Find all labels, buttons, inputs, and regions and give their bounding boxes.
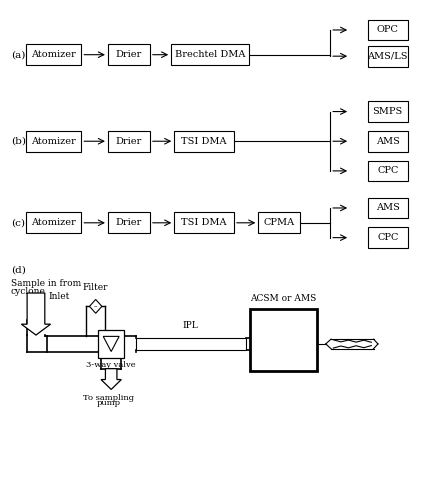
FancyBboxPatch shape bbox=[368, 101, 408, 122]
Text: TSI DMA: TSI DMA bbox=[181, 136, 227, 145]
Bar bbox=[135, 338, 246, 350]
FancyBboxPatch shape bbox=[368, 20, 408, 40]
FancyBboxPatch shape bbox=[171, 44, 249, 65]
Text: TSI DMA: TSI DMA bbox=[181, 218, 227, 228]
Text: SMPS: SMPS bbox=[373, 107, 403, 116]
FancyBboxPatch shape bbox=[368, 160, 408, 182]
FancyBboxPatch shape bbox=[26, 131, 81, 152]
Text: (b): (b) bbox=[11, 136, 26, 145]
Text: cyclone: cyclone bbox=[11, 287, 46, 296]
Text: Brechtel DMA: Brechtel DMA bbox=[175, 50, 245, 59]
FancyBboxPatch shape bbox=[258, 212, 300, 233]
Text: To sampling: To sampling bbox=[83, 394, 134, 402]
FancyBboxPatch shape bbox=[368, 228, 408, 248]
Polygon shape bbox=[101, 368, 121, 390]
Text: Drier: Drier bbox=[116, 136, 142, 145]
Text: Drier: Drier bbox=[116, 50, 142, 59]
Text: (d): (d) bbox=[11, 266, 26, 274]
Text: OPC: OPC bbox=[377, 26, 399, 35]
Text: AMS/LS: AMS/LS bbox=[367, 52, 408, 60]
Text: ACSM or AMS: ACSM or AMS bbox=[250, 294, 316, 304]
Text: (c): (c) bbox=[11, 218, 25, 228]
FancyBboxPatch shape bbox=[368, 198, 408, 218]
Text: Atomizer: Atomizer bbox=[31, 218, 76, 228]
FancyBboxPatch shape bbox=[368, 131, 408, 152]
Text: CPC: CPC bbox=[377, 166, 398, 175]
Text: –: – bbox=[94, 304, 98, 310]
FancyBboxPatch shape bbox=[108, 44, 150, 65]
Text: CPC: CPC bbox=[377, 233, 398, 242]
FancyBboxPatch shape bbox=[174, 131, 234, 152]
Text: IPL: IPL bbox=[183, 321, 199, 330]
Text: Drier: Drier bbox=[116, 218, 142, 228]
Text: Inlet: Inlet bbox=[48, 292, 70, 302]
Text: Atomizer: Atomizer bbox=[31, 50, 76, 59]
FancyBboxPatch shape bbox=[108, 212, 150, 233]
Text: CPMA: CPMA bbox=[264, 218, 295, 228]
FancyBboxPatch shape bbox=[26, 212, 81, 233]
Polygon shape bbox=[90, 300, 102, 314]
Text: AMS: AMS bbox=[376, 136, 400, 145]
FancyBboxPatch shape bbox=[108, 131, 150, 152]
Text: 3-way valve: 3-way valve bbox=[86, 361, 136, 369]
Text: Filter: Filter bbox=[83, 283, 108, 292]
Text: AMS: AMS bbox=[376, 204, 400, 212]
Bar bbox=[250, 310, 317, 371]
Text: pump: pump bbox=[97, 400, 121, 407]
FancyBboxPatch shape bbox=[26, 44, 81, 65]
Polygon shape bbox=[103, 336, 119, 351]
FancyBboxPatch shape bbox=[174, 212, 234, 233]
Bar bbox=[98, 330, 125, 358]
Polygon shape bbox=[22, 293, 51, 335]
Text: (a): (a) bbox=[11, 50, 25, 59]
Text: Sample in from: Sample in from bbox=[11, 279, 81, 288]
Text: Atomizer: Atomizer bbox=[31, 136, 76, 145]
FancyBboxPatch shape bbox=[368, 46, 408, 66]
